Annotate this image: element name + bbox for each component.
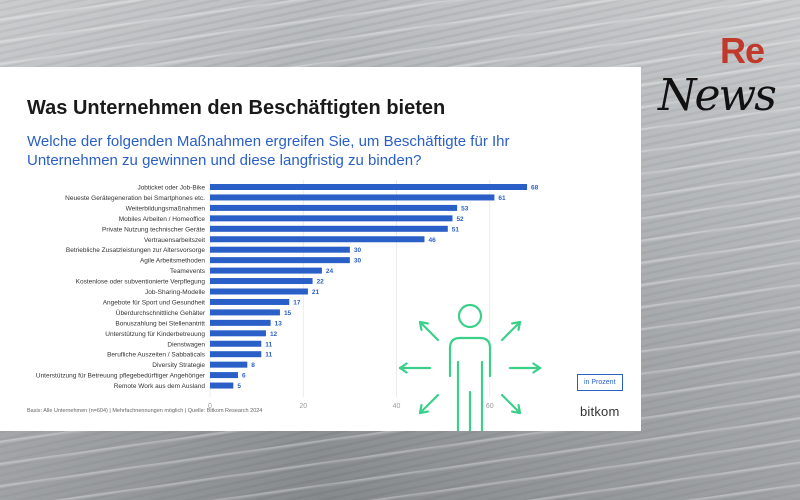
value-label: 51 [452,226,460,233]
category-label: Unterstützung für Betreuung pflegebedürf… [36,373,206,380]
bar [210,372,238,379]
chart-title: Was Unternehmen den Beschäftigten bieten [27,97,446,119]
unit-badge: in Prozent [577,374,623,391]
bar [210,225,448,232]
bar [210,204,458,211]
bitkom-logo: bitkom [580,404,620,419]
category-label: Job-Sharing-Modelle [145,289,205,296]
value-label: 52 [456,216,464,223]
x-tick-label: 60 [486,403,494,410]
bar [210,382,234,389]
person-with-arrows-icon [398,303,542,431]
category-label: Angebote für Sport und Gesundheit [103,299,205,306]
bar [210,298,290,305]
value-label: 21 [312,289,320,296]
renews-logo: Re News [650,30,780,130]
value-label: 6 [242,373,246,380]
category-label: Kostenlose oder subventionierte Verpfleg… [76,279,206,286]
bar [210,236,425,243]
value-label: 61 [498,195,506,202]
category-label: Diversity Strategie [152,362,205,369]
x-tick-label: 20 [299,403,307,410]
bar [210,246,350,253]
bar [210,361,248,368]
value-label: 68 [531,185,539,192]
value-label: 22 [317,279,325,286]
category-label: Teamevents [170,268,206,275]
source-note: Basis: Alle Unternehmen (n=604) | Mehrfa… [27,408,263,414]
x-tick-label: 0 [208,403,212,410]
bar [210,184,528,190]
value-label: 11 [265,341,272,348]
value-label: 53 [461,205,469,212]
category-label: Unterstützung für Kinderbetreuung [105,331,205,338]
value-label: 46 [428,237,436,244]
category-label: Vertrauensarbeitszeit [144,237,205,244]
logo-re-text: Re [720,30,765,71]
value-label: 15 [284,310,292,317]
bar [210,330,266,337]
bar [210,257,350,264]
category-label: Weiterbildungsmaßnahmen [126,205,206,212]
bar [210,288,308,295]
value-label: 30 [354,247,362,254]
x-tick-label: 40 [393,403,401,410]
category-label: Überdurchschnittliche Gehälter [116,309,206,317]
category-label: Dienstwagen [167,341,205,348]
category-label: Mobiles Arbeiten / Homeoffice [119,216,206,223]
bar [210,319,271,326]
value-label: 24 [326,268,334,275]
category-label: Jobticket oder Job-Bike [137,185,205,192]
bar [210,309,280,316]
value-label: 5 [237,383,241,390]
category-label: Berufliche Auszeiten / Sabbaticals [107,352,206,359]
category-label: Private Nutzung technischer Geräte [102,226,205,233]
category-label: Bonuszahlung bei Stellenantritt [115,320,205,327]
value-label: 8 [251,362,255,369]
category-label: Agile Arbeitsmethoden [140,258,205,265]
chart-subtitle: Welche der folgenden Maßnahmen ergreifen… [27,133,510,169]
bar [210,351,262,358]
bar [210,215,453,222]
value-label: 17 [293,299,301,306]
bar [210,340,262,347]
category-label: Betriebliche Zusatzleistungen zur Alters… [66,247,205,254]
bar [210,278,313,285]
bar [210,194,495,201]
bar-chart: 0 20 40 60 Jobticket oder Job-Bike 68 Neueste … [36,180,542,431]
category-label: Neueste Gerätegeneration bei Smartphones… [65,195,205,202]
value-label: 13 [275,320,283,327]
value-label: 30 [354,258,362,265]
value-label: 11 [265,352,272,359]
value-label: 12 [270,331,278,338]
category-label: Remote Work aus dem Ausland [114,383,206,390]
logo-news-text: News [658,70,777,121]
bar [210,267,322,274]
infographic-card: Was Unternehmen den Beschäftigten bieten… [0,67,641,431]
